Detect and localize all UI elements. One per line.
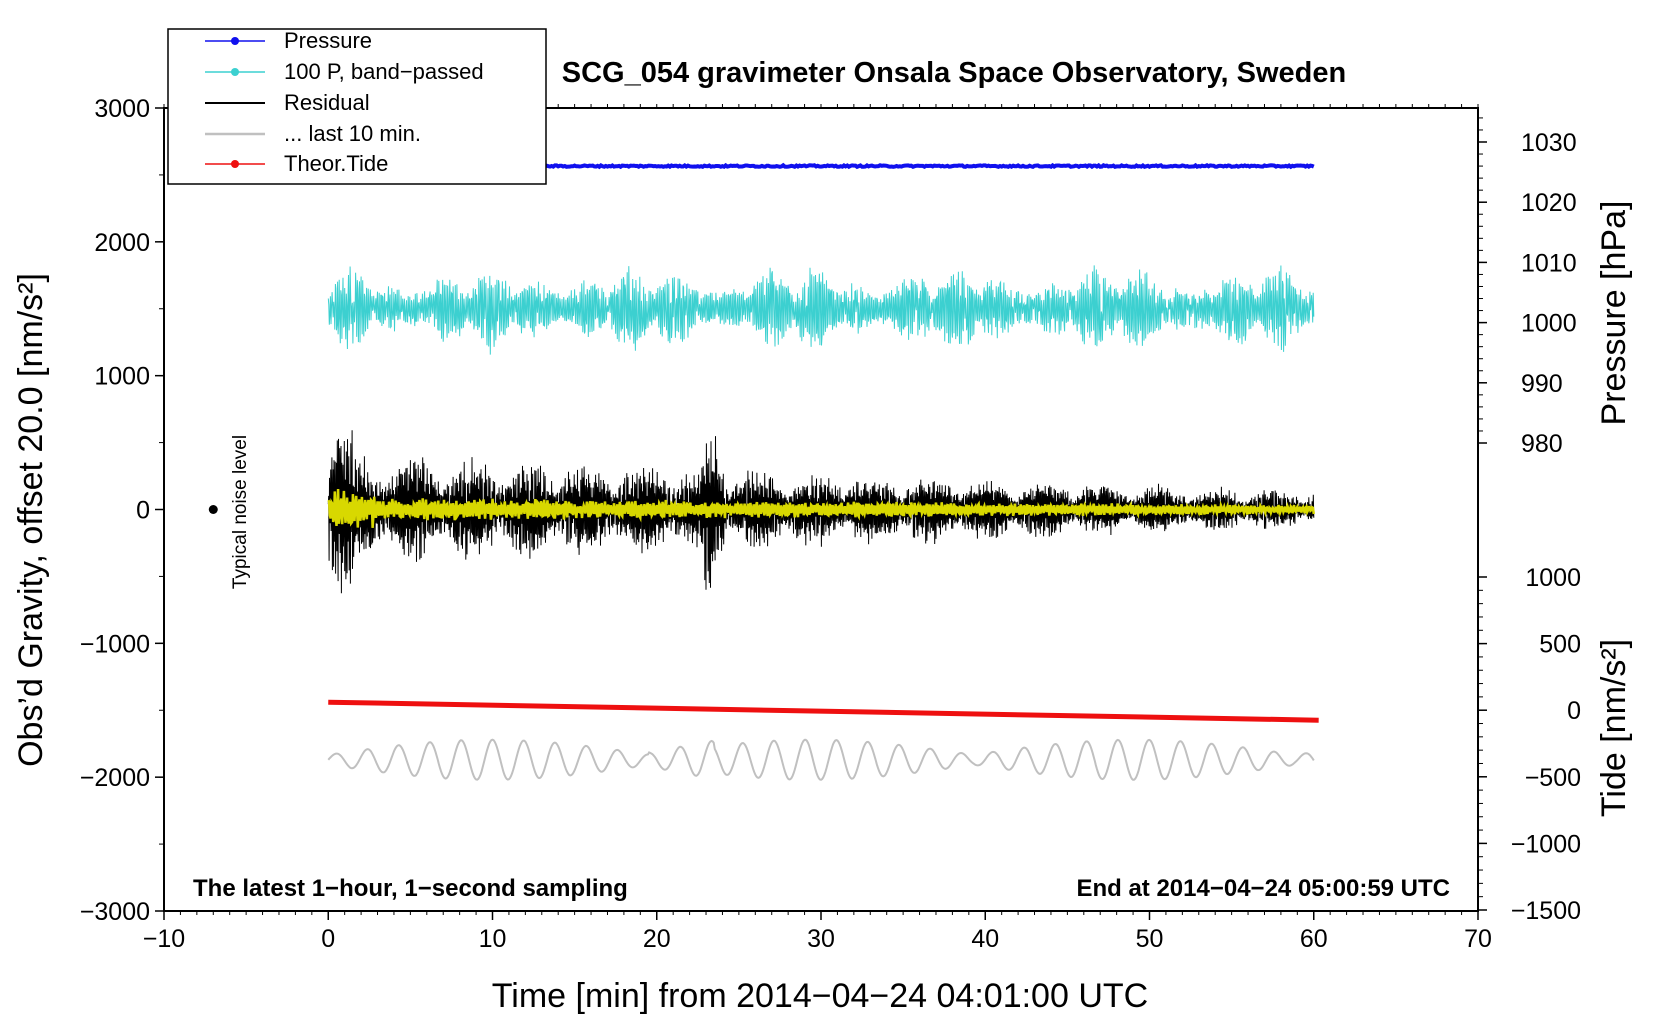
series-band-passed bbox=[327, 265, 1315, 355]
y-tick-label-pressure: 1020 bbox=[1521, 189, 1577, 217]
y-tick-label-pressure: 1030 bbox=[1521, 129, 1577, 157]
x-axis-label: Time [min] from 2014−04−24 04:01:00 UTC bbox=[492, 977, 1148, 1015]
y-tick-label-left: 2000 bbox=[94, 229, 150, 257]
legend-marker-pressure bbox=[231, 37, 239, 45]
legend-marker-band-passed bbox=[231, 68, 239, 76]
x-tick-label: 70 bbox=[1464, 925, 1492, 953]
y-tick-label-tide: −500 bbox=[1525, 764, 1581, 792]
y-tick-label-pressure: 990 bbox=[1521, 370, 1563, 398]
x-tick-label: 30 bbox=[807, 925, 835, 953]
noise-level-point bbox=[208, 505, 218, 514]
y-tick-label-tide: 0 bbox=[1567, 697, 1581, 725]
legend: Pressure 100 P, band−passed Residual ...… bbox=[167, 28, 547, 185]
legend-item-theor-tide: Theor.Tide bbox=[205, 151, 388, 176]
series-theor-tide bbox=[328, 699, 1319, 723]
x-tick-label: 60 bbox=[1300, 925, 1328, 953]
x-tick-label: 40 bbox=[971, 925, 999, 953]
series-residual-smoothed bbox=[327, 488, 1316, 528]
x-tick-label: 0 bbox=[321, 925, 335, 953]
y-tick-label-pressure: 1010 bbox=[1521, 249, 1577, 277]
legend-label-band-passed: 100 P, band−passed bbox=[284, 59, 484, 84]
legend-marker-theor-tide bbox=[231, 160, 239, 168]
y-tick-label-tide: 500 bbox=[1539, 631, 1581, 659]
legend-item-residual: Residual bbox=[205, 90, 370, 115]
legend-item-pressure: Pressure bbox=[205, 28, 372, 53]
legend-label-residual: Residual bbox=[284, 90, 370, 115]
x-tick-label: −10 bbox=[143, 925, 185, 953]
y-tick-label-left: 1000 bbox=[94, 363, 150, 391]
legend-label-theor-tide: Theor.Tide bbox=[284, 151, 388, 176]
legend-label-pressure: Pressure bbox=[284, 28, 372, 53]
x-tick-label: 50 bbox=[1136, 925, 1164, 953]
y-axis-label-left: Obs’d Gravity, offset 20.0 [nm/s²] bbox=[12, 273, 50, 767]
y-tick-label-tide: 1000 bbox=[1525, 564, 1581, 592]
legend-label-last-10-min: ... last 10 min. bbox=[284, 121, 421, 146]
y-tick-label-left: −3000 bbox=[80, 898, 150, 926]
chart-title: SCG_054 gravimeter Onsala Space Observat… bbox=[562, 57, 1346, 89]
axis-ticks: −10 0 10 20 30 40 50 60 70−3000−2000−10000100020… bbox=[80, 95, 1581, 953]
sampling-note: The latest 1−hour, 1−second sampling bbox=[193, 875, 628, 902]
noise-level-label: Typical noise level bbox=[230, 435, 251, 589]
y-tick-label-left: 3000 bbox=[94, 95, 150, 123]
y-axis-label-tide: Tide [nm/s²] bbox=[1595, 639, 1633, 817]
legend-item-last-10-min: ... last 10 min. bbox=[205, 121, 421, 146]
y-tick-label-pressure: 980 bbox=[1521, 430, 1563, 458]
legend-box bbox=[167, 28, 547, 185]
x-tick-label: 10 bbox=[479, 925, 507, 953]
y-tick-label-left: −1000 bbox=[80, 630, 150, 658]
legend-item-band-passed: 100 P, band−passed bbox=[205, 59, 484, 84]
y-tick-label-tide: −1500 bbox=[1511, 897, 1581, 925]
end-time-note: End at 2014−04−24 05:00:59 UTC bbox=[1076, 875, 1450, 902]
series-group bbox=[208, 162, 1319, 781]
x-tick-label: 20 bbox=[643, 925, 671, 953]
y-tick-label-left: 0 bbox=[136, 497, 150, 525]
y-axis-label-pressure: Pressure [hPa] bbox=[1595, 201, 1633, 426]
series-last-10-min bbox=[327, 738, 1315, 781]
y-tick-label-pressure: 1000 bbox=[1521, 310, 1577, 338]
y-tick-label-tide: −1000 bbox=[1511, 830, 1581, 858]
y-tick-label-left: −2000 bbox=[80, 764, 150, 792]
